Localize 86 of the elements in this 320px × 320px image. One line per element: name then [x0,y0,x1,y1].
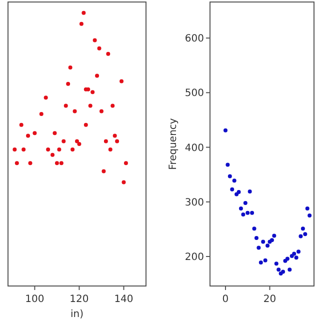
point [238,206,243,210]
x-tick-label: 0 [222,294,229,305]
point [228,174,232,178]
point [57,147,62,152]
point [99,109,104,114]
point [250,210,254,215]
point [52,131,57,136]
point [84,122,88,127]
point [92,38,97,42]
point [110,104,115,108]
point [79,22,84,26]
point [66,82,70,86]
point [22,147,26,152]
point [44,96,48,100]
x-tick-label: 100 [25,294,44,305]
point [26,134,30,138]
point [223,128,228,132]
y-tick-label: 300 [184,197,204,208]
point [19,122,24,127]
point [12,147,17,152]
point [230,187,234,192]
point [288,268,292,272]
x-tick-label: 120 [70,294,89,305]
point [68,66,72,70]
point [256,246,261,250]
point [292,252,296,256]
point [82,10,86,15]
point [64,104,68,108]
point [106,52,110,56]
point [308,214,312,218]
point [246,210,250,215]
point [70,147,75,152]
point [226,162,230,167]
point [276,268,281,272]
point [124,161,128,166]
point [14,161,19,166]
point [243,200,248,205]
point [305,206,310,210]
point [77,142,82,146]
point [232,178,236,183]
point [54,161,59,166]
point [32,131,37,136]
y-tick-label: 400 [184,142,204,154]
point [122,180,126,184]
point [95,74,100,78]
point [261,240,266,244]
point [108,147,112,152]
point [86,87,90,92]
point [274,262,278,266]
point [303,232,308,236]
x-tick-label: 20 [263,294,276,305]
point [298,234,303,238]
point [102,169,106,174]
point [112,134,117,138]
x-tick-label: 140 [114,294,134,305]
point [104,139,108,144]
point [281,270,286,274]
point [254,236,258,240]
point [241,212,246,216]
y-tick-label: 500 [184,88,204,100]
point [50,152,55,157]
point [90,90,95,94]
point [75,139,79,144]
point [72,109,77,114]
point [266,244,270,248]
point [252,226,256,231]
point [28,161,32,166]
point [88,104,92,108]
y-tick-label: 200 [184,252,204,264]
point [39,112,44,116]
x-axis-title: in) [70,309,84,320]
point [296,250,301,254]
point [46,147,50,152]
point [97,46,102,50]
y-axis-title: Frequency [168,118,179,170]
point [272,234,276,238]
point [248,190,252,194]
point [62,139,66,144]
point [258,260,263,265]
point [300,226,305,231]
point [263,258,268,262]
point [59,161,64,166]
y-tick-label: 600 [184,34,204,45]
point [294,256,298,260]
point [120,79,124,84]
point [115,139,120,144]
